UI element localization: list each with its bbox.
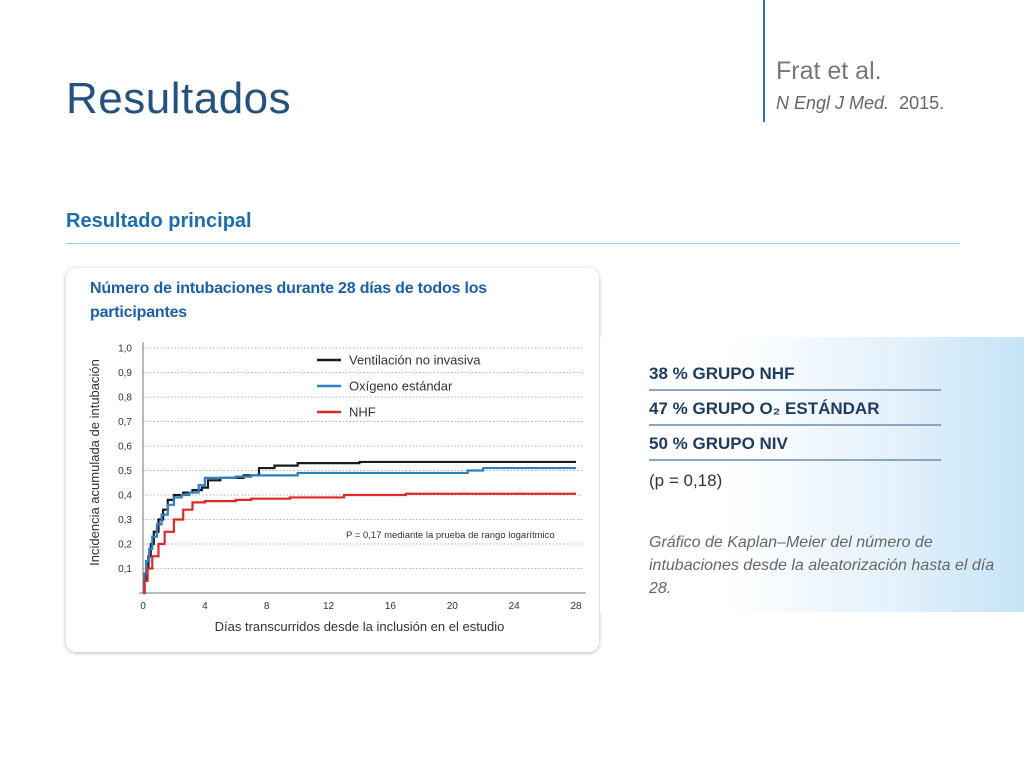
x-tick-label: 28 <box>570 601 582 612</box>
y-tick-label: 0,9 <box>118 368 132 379</box>
result-divider <box>649 389 941 391</box>
chart-card: Número de intubaciones durante 28 días d… <box>66 268 599 652</box>
x-tick-label: 4 <box>202 601 208 612</box>
y-tick-label: 1,0 <box>118 344 132 355</box>
result-divider <box>649 424 941 426</box>
y-tick-label: 0,4 <box>118 491 132 502</box>
chart-caption: Gráfico de Kaplan–Meier del número de in… <box>649 534 995 597</box>
x-axis-label: Días transcurridos desde la inclusión en… <box>215 619 505 634</box>
series-line-1 <box>143 466 576 595</box>
y-tick-label: 0,5 <box>118 466 132 477</box>
citation-authors: Frat et al. <box>776 57 882 85</box>
y-tick-label: 0,8 <box>118 393 132 404</box>
y-tick-label: 0,1 <box>118 564 132 575</box>
header-divider <box>763 0 765 122</box>
section-title: Resultado principal <box>66 210 252 232</box>
x-tick-label: 20 <box>447 601 459 612</box>
page-title: Resultados <box>66 74 292 123</box>
y-tick-label: 0,7 <box>118 417 132 428</box>
x-tick-label: 8 <box>264 601 270 612</box>
citation-journal: N Engl J Med. 2015. <box>776 93 944 114</box>
series-line-0 <box>143 460 576 595</box>
x-tick-label: 16 <box>385 601 397 612</box>
section-divider <box>66 243 960 244</box>
journal-year: 2015. <box>899 93 945 113</box>
x-tick-label: 0 <box>140 601 146 612</box>
result-row-nhf: 38 % GRUPO NHF <box>649 364 795 383</box>
x-tick-label: 24 <box>509 601 521 612</box>
results-panel: 38 % GRUPO NHF 47 % GRUPO O₂ ESTÁNDAR 50… <box>600 337 1024 612</box>
chart-title: Número de intubaciones durante 28 días d… <box>90 280 487 321</box>
result-divider <box>649 459 941 461</box>
y-tick-label: 0,3 <box>118 515 132 526</box>
y-tick-label: 0,6 <box>118 442 132 453</box>
series-line-2 <box>143 492 576 595</box>
kaplan-meier-chart: 0,1 0,2 0,3 0,4 0,5 0,6 0,7 0,8 0,9 1,0 0 4 8 12 16 20 2… <box>87 342 586 634</box>
legend-label-0: Ventilación no invasiva <box>349 353 481 368</box>
legend-label-1: Oxígeno estándar <box>349 379 453 394</box>
y-tick-label: 0,2 <box>118 540 132 551</box>
journal-name: N Engl J Med. <box>776 93 890 113</box>
x-tick-label: 12 <box>323 601 335 612</box>
legend-label-2: NHF <box>349 405 376 420</box>
p-value: (p = 0,18) <box>649 471 723 490</box>
result-row-oxygen: 47 % GRUPO O₂ ESTÁNDAR <box>649 399 880 418</box>
y-axis-label: Incidencia acumulada de intubación <box>87 359 102 566</box>
result-row-niv: 50 % GRUPO NIV <box>649 434 788 453</box>
chart-annotation: P = 0,17 mediante la prueba de rango log… <box>346 530 555 541</box>
